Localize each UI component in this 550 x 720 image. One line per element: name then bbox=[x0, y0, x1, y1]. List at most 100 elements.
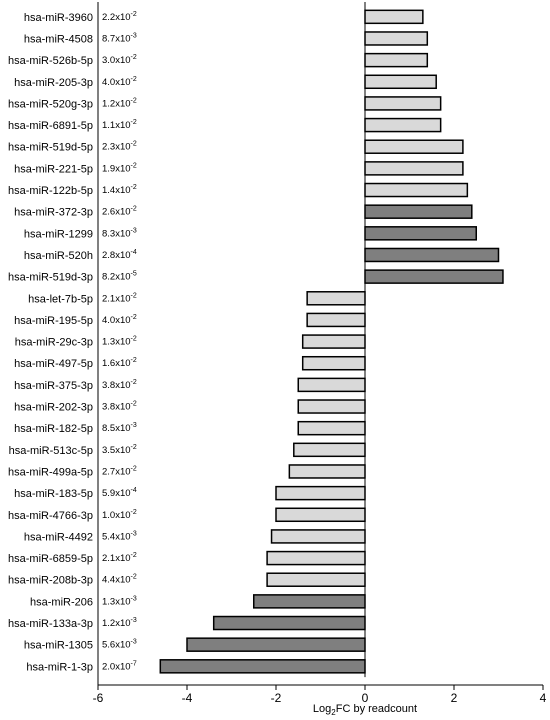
bar-hsa-miR-208b-3p bbox=[266, 572, 366, 587]
x-tick-label: 0 bbox=[362, 691, 369, 705]
p-value-label: 3.8x10-2 bbox=[102, 401, 137, 413]
bar-hsa-miR-520h bbox=[364, 247, 500, 263]
category-label: hsa-miR-513c-5p bbox=[9, 445, 93, 457]
p-value-label: 1.3x10-2 bbox=[102, 336, 137, 348]
p-value-label: 2.2x10-2 bbox=[102, 11, 137, 23]
p-value-label: 8.5x10-3 bbox=[102, 422, 137, 434]
bar-hsa-miR-205-3p bbox=[364, 74, 437, 90]
bar-hsa-miR-29c-3p bbox=[301, 334, 366, 349]
p-value-label: 1.2x10-2 bbox=[102, 97, 137, 109]
category-label: hsa-miR-526b-5p bbox=[8, 55, 93, 67]
category-label: hsa-miR-6859-5p bbox=[8, 553, 93, 565]
x-tick-label: -2 bbox=[271, 691, 282, 705]
bar-hsa-miR-183-5p bbox=[275, 485, 366, 501]
bar-hsa-miR-4766-3p bbox=[275, 507, 366, 523]
p-value-label: 5.9x10-4 bbox=[102, 487, 137, 499]
category-label: hsa-miR-372-3p bbox=[14, 207, 93, 219]
category-label: hsa-miR-520g-3p bbox=[8, 98, 93, 110]
p-value-label: 2.8x10-4 bbox=[102, 249, 137, 261]
category-label: hsa-miR-519d-3p bbox=[8, 272, 93, 284]
category-label: hsa-miR-375-3p bbox=[14, 380, 93, 392]
category-label: hsa-miR-205-3p bbox=[14, 77, 93, 89]
p-value-label: 1.0x10-2 bbox=[102, 509, 137, 521]
bar-hsa-miR-182-5p bbox=[297, 420, 366, 436]
p-value-label: 8.2x10-5 bbox=[102, 271, 137, 283]
p-value-label: 2.3x10-2 bbox=[102, 141, 137, 153]
x-tick-label: 4 bbox=[540, 691, 547, 705]
p-value-label: 3.0x10-2 bbox=[102, 54, 137, 66]
bar-hsa-miR-122b-5p bbox=[364, 182, 469, 198]
category-label: hsa-miR-202-3p bbox=[14, 402, 93, 414]
bars-layer bbox=[159, 9, 504, 674]
bar-hsa-miR-202-3p bbox=[297, 399, 366, 414]
category-label: hsa-miR-195-5p bbox=[14, 315, 93, 327]
bar-hsa-miR-499a-5p bbox=[288, 464, 366, 479]
p-value-label: 8.3x10-3 bbox=[102, 227, 137, 239]
bar-hsa-miR-519d-3p bbox=[364, 269, 504, 284]
category-label: hsa-miR-206 bbox=[30, 596, 93, 608]
p-value-label: 2.1x10-2 bbox=[102, 292, 137, 304]
p-value-label: 4.0x10-2 bbox=[102, 314, 137, 326]
labels-layer: hsa-miR-3960 2.2x10-2 hsa-miR-4508 8.7x10-3… bbox=[8, 11, 137, 674]
category-label: hsa-miR-497-5p bbox=[14, 358, 93, 370]
p-value-label: 5.4x10-3 bbox=[102, 530, 137, 542]
category-label: hsa-miR-182-5p bbox=[14, 423, 93, 435]
bar-hsa-miR-513c-5p bbox=[293, 442, 366, 458]
category-label: hsa-miR-499a-5p bbox=[8, 466, 93, 478]
x-tick-label: -4 bbox=[182, 691, 193, 705]
p-value-label: 2.6x10-2 bbox=[102, 206, 137, 218]
bar-hsa-miR-520g-3p bbox=[364, 96, 442, 111]
p-value-label: 5.6x10-3 bbox=[102, 639, 137, 651]
category-label: hsa-miR-1305 bbox=[24, 640, 93, 652]
category-label: hsa-miR-3960 bbox=[24, 12, 93, 24]
bar-hsa-miR-6891-5p bbox=[364, 117, 442, 133]
bar-hsa-miR-195-5p bbox=[306, 312, 366, 328]
p-value-label: 3.8x10-2 bbox=[102, 379, 137, 391]
x-tick-label: -6 bbox=[93, 691, 104, 705]
x-tick-label: 2 bbox=[451, 691, 458, 705]
p-value-label: 1.9x10-2 bbox=[102, 162, 137, 174]
bar-hsa-let-7b-5p bbox=[306, 291, 366, 306]
p-value-label: 1.2x10-3 bbox=[102, 617, 137, 629]
category-label: hsa-miR-29c-3p bbox=[15, 337, 93, 349]
bar-hsa-miR-221-5p bbox=[364, 161, 464, 176]
bar-hsa-miR-1305 bbox=[186, 637, 366, 652]
category-label: hsa-miR-1299 bbox=[24, 228, 93, 240]
x-axis-title: Log2FC by readcount bbox=[313, 703, 417, 717]
category-label: hsa-miR-221-5p bbox=[14, 163, 93, 175]
category-label: hsa-miR-122b-5p bbox=[8, 185, 93, 197]
category-label: hsa-miR-520h bbox=[24, 250, 93, 262]
category-label: hsa-miR-4766-3p bbox=[8, 510, 93, 522]
p-value-label: 1.6x10-2 bbox=[102, 357, 137, 369]
p-value-label: 2.0x10-7 bbox=[102, 660, 137, 672]
p-value-label: 4.4x10-2 bbox=[102, 574, 137, 586]
bar-hsa-miR-3960 bbox=[364, 9, 424, 25]
category-label: hsa-miR-519d-5p bbox=[8, 142, 93, 154]
p-value-label: 2.1x10-2 bbox=[102, 552, 137, 564]
bar-hsa-miR-519d-5p bbox=[364, 139, 464, 154]
bar-hsa-miR-206 bbox=[253, 594, 366, 609]
p-value-label: 4.0x10-2 bbox=[102, 76, 137, 88]
bar-hsa-miR-375-3p bbox=[297, 377, 366, 393]
category-label: hsa-miR-6891-5p bbox=[8, 120, 93, 132]
bar-hsa-miR-133a-3p bbox=[212, 615, 366, 631]
p-value-label: 8.7x10-3 bbox=[102, 32, 137, 44]
bar-hsa-miR-526b-5p bbox=[364, 52, 429, 68]
bar-hsa-miR-6859-5p bbox=[266, 550, 366, 566]
p-value-label: 1.3x10-3 bbox=[102, 595, 137, 607]
bar-hsa-miR-372-3p bbox=[364, 204, 473, 219]
p-value-label: 1.4x10-2 bbox=[102, 184, 137, 196]
x-ticks: -6 -4 -2 0 2 4 bbox=[93, 685, 547, 705]
p-value-label: 1.1x10-2 bbox=[102, 119, 137, 131]
category-label: hsa-miR-1-3p bbox=[26, 661, 93, 673]
category-label: hsa-miR-133a-3p bbox=[8, 618, 93, 630]
p-value-label: 3.5x10-2 bbox=[102, 444, 137, 456]
p-value-label: 2.7x10-2 bbox=[102, 465, 137, 477]
category-label: hsa-miR-4508 bbox=[24, 33, 93, 45]
bar-hsa-miR-1-3p bbox=[159, 659, 366, 674]
bar-hsa-miR-4508 bbox=[364, 31, 429, 46]
bar-hsa-miR-497-5p bbox=[301, 355, 366, 371]
bar-hsa-miR-4492 bbox=[270, 529, 366, 544]
category-label: hsa-miR-208b-3p bbox=[8, 575, 93, 587]
